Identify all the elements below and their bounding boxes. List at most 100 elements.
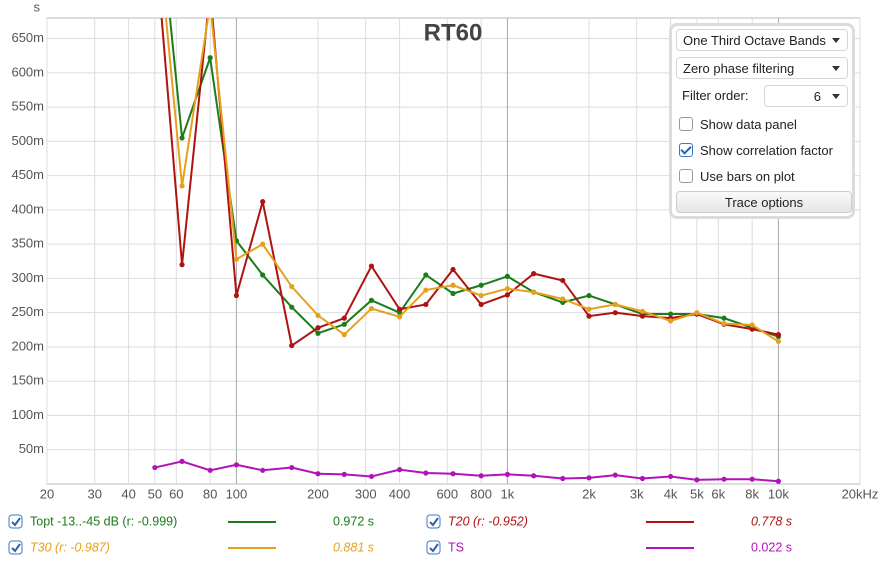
data-point bbox=[233, 292, 240, 299]
data-point bbox=[749, 476, 755, 482]
legend-label: Topt -13..-45 dB (r: -0.999) bbox=[30, 514, 177, 528]
data-point bbox=[396, 314, 403, 320]
data-point bbox=[749, 322, 755, 328]
data-point bbox=[368, 305, 375, 312]
y-tick-label: 50m bbox=[19, 441, 44, 456]
data-point bbox=[423, 287, 429, 293]
x-tick-label: 200 bbox=[307, 486, 329, 501]
data-point bbox=[531, 473, 537, 479]
x-tick-label: 5k bbox=[690, 486, 704, 501]
data-point bbox=[504, 286, 511, 292]
data-point bbox=[667, 473, 674, 480]
band-select[interactable]: One Third Octave Bands bbox=[676, 29, 848, 51]
data-point bbox=[315, 312, 321, 319]
legend-label: T30 (r: -0.987) bbox=[30, 540, 110, 554]
data-point bbox=[208, 2, 213, 7]
x-tick-label: 600 bbox=[436, 486, 458, 501]
checkbox[interactable] bbox=[679, 143, 693, 157]
data-point bbox=[341, 471, 347, 478]
data-point bbox=[233, 462, 240, 468]
data-point bbox=[504, 292, 511, 298]
x-tick-label: 80 bbox=[203, 486, 217, 501]
y-tick-label: 450m bbox=[11, 167, 44, 182]
legend-check bbox=[429, 543, 439, 553]
filter-select[interactable]: Zero phase filtering bbox=[676, 57, 848, 79]
x-tick-label: 4k bbox=[664, 486, 678, 501]
data-point bbox=[504, 273, 511, 279]
data-point bbox=[315, 325, 321, 331]
data-point bbox=[289, 342, 295, 349]
checkbox-row[interactable]: Show correlation factor bbox=[679, 142, 833, 158]
y-tick-label: 150m bbox=[11, 373, 44, 388]
data-point bbox=[721, 315, 727, 321]
data-point bbox=[667, 318, 674, 324]
checkbox-label: Show data panel bbox=[700, 116, 797, 132]
data-point bbox=[368, 473, 375, 480]
data-point bbox=[775, 338, 782, 345]
data-point bbox=[721, 476, 727, 482]
data-point bbox=[586, 292, 592, 299]
legend-summary: 0.972 s bbox=[333, 514, 374, 528]
filter-order-select[interactable]: 6 bbox=[764, 85, 848, 107]
data-point bbox=[179, 135, 185, 141]
x-tick-label: 60 bbox=[169, 486, 183, 501]
series-line bbox=[164, 18, 779, 343]
legend-checkbox[interactable] bbox=[426, 514, 441, 529]
data-point bbox=[450, 290, 456, 297]
x-tick-label: 400 bbox=[389, 486, 411, 501]
data-point bbox=[612, 472, 618, 478]
y-tick-label: 600m bbox=[11, 64, 44, 79]
data-point bbox=[341, 315, 347, 321]
x-tick-label: 10k bbox=[768, 486, 789, 501]
y-tick-label: 400m bbox=[11, 201, 44, 216]
checkbox[interactable] bbox=[679, 117, 693, 131]
checkbox-label: Show correlation factor bbox=[700, 142, 833, 158]
data-point bbox=[315, 471, 321, 477]
data-point bbox=[396, 467, 403, 473]
legend-checkbox[interactable] bbox=[8, 514, 23, 529]
legend-label: T20 (r: -0.952) bbox=[448, 514, 528, 528]
data-point bbox=[478, 473, 484, 479]
checkbox-row[interactable]: Show data panel bbox=[679, 116, 797, 132]
data-point bbox=[423, 301, 429, 308]
x-tick-label: 40 bbox=[121, 486, 135, 501]
data-point bbox=[560, 475, 566, 482]
data-point bbox=[152, 464, 158, 471]
legend-checkbox[interactable] bbox=[426, 540, 441, 555]
legend-check bbox=[11, 543, 21, 553]
x-tick-label: 300 bbox=[355, 486, 377, 501]
checkbox[interactable] bbox=[679, 169, 693, 183]
data-point bbox=[289, 464, 295, 471]
y-unit: s bbox=[34, 0, 41, 14]
x-tick-label: 100 bbox=[226, 486, 248, 501]
checkbox-label: Use bars on plot bbox=[700, 168, 795, 184]
legend-checkbox[interactable] bbox=[8, 540, 23, 555]
data-point bbox=[639, 475, 646, 482]
legend-summary: 0.778 s bbox=[751, 514, 792, 528]
data-point bbox=[531, 289, 537, 295]
data-point bbox=[560, 277, 566, 284]
legend-summary: 0.881 s bbox=[333, 540, 374, 554]
legend-label: TS bbox=[448, 540, 464, 554]
data-point bbox=[667, 311, 674, 317]
x-tick-label: 30 bbox=[87, 486, 101, 501]
x-tick-label: 20kHz bbox=[842, 486, 879, 501]
data-point bbox=[612, 301, 618, 308]
data-point bbox=[179, 183, 185, 189]
trace-options-button[interactable]: Trace options bbox=[676, 191, 852, 213]
filter-order-label: Filter order: bbox=[682, 88, 749, 103]
data-point bbox=[504, 471, 511, 478]
y-tick-label: 500m bbox=[11, 133, 44, 148]
data-point bbox=[694, 310, 700, 316]
data-point bbox=[560, 296, 566, 302]
series-line bbox=[154, 460, 779, 483]
checkbox-row[interactable]: Use bars on plot bbox=[679, 168, 795, 184]
series-line bbox=[160, 18, 779, 348]
y-tick-label: 250m bbox=[11, 304, 44, 319]
x-tick-label: 2k bbox=[582, 486, 596, 501]
y-tick-label: 100m bbox=[11, 407, 44, 422]
data-point bbox=[396, 306, 403, 312]
data-point bbox=[179, 262, 185, 268]
data-point bbox=[478, 301, 484, 308]
